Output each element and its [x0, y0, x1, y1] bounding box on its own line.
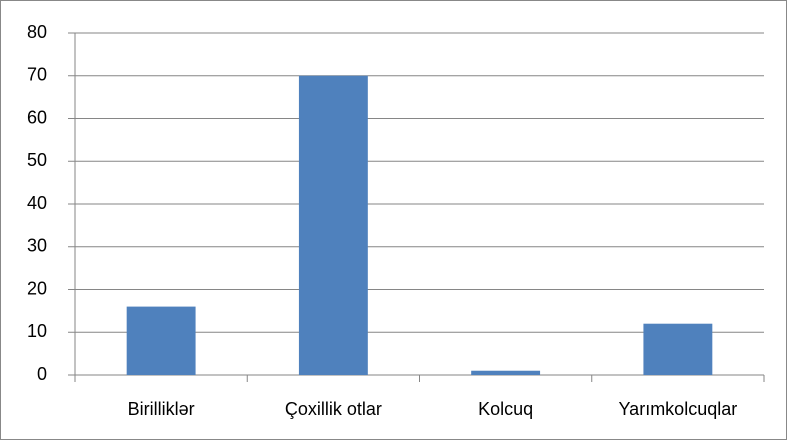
bar	[471, 370, 541, 375]
x-tick-label: Yarımkolcuqlar	[619, 399, 738, 419]
y-tick-label: 10	[27, 321, 47, 341]
y-tick-label: 30	[27, 236, 47, 256]
y-tick-label: 40	[27, 193, 47, 213]
bar	[126, 306, 196, 375]
y-tick-label: 70	[27, 65, 47, 85]
y-tick-label: 20	[27, 278, 47, 298]
x-tick-label: Birilliklər	[128, 399, 195, 419]
y-tick-label: 0	[37, 364, 47, 384]
bar	[298, 75, 368, 375]
y-tick-label: 80	[27, 22, 47, 42]
y-tick-label: 50	[27, 150, 47, 170]
x-tick-label: Kolcuq	[478, 399, 533, 419]
bar	[643, 323, 713, 375]
x-tick-label: Çoxillik otlar	[285, 399, 382, 419]
y-tick-label: 60	[27, 107, 47, 127]
